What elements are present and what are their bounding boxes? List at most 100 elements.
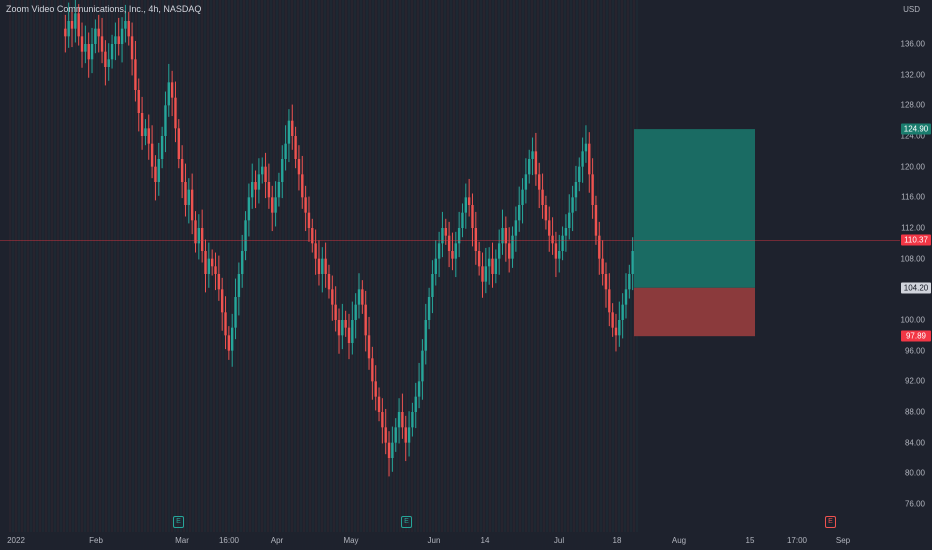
candle-body bbox=[484, 266, 488, 282]
earnings-icon[interactable]: E bbox=[401, 516, 412, 528]
candle-body bbox=[608, 289, 611, 313]
candle-body bbox=[461, 212, 464, 228]
candle-body bbox=[364, 304, 367, 336]
candle-body bbox=[80, 36, 84, 52]
candle-body bbox=[624, 289, 628, 305]
target-price-label: 124.90 bbox=[901, 123, 931, 135]
candle-body bbox=[117, 36, 120, 44]
candle-body bbox=[521, 189, 524, 205]
candle-body bbox=[304, 197, 307, 213]
candle-body bbox=[454, 243, 457, 259]
candle-body bbox=[147, 128, 150, 144]
price-tick: 120.00 bbox=[900, 162, 925, 172]
candle-body bbox=[334, 304, 337, 320]
candle-body bbox=[411, 412, 414, 428]
price-chart[interactable] bbox=[0, 0, 900, 532]
candle-body bbox=[230, 327, 234, 351]
candle-body bbox=[377, 396, 381, 412]
time-tick: 17:00 bbox=[786, 536, 808, 545]
candle-body bbox=[414, 396, 417, 412]
candle-body bbox=[294, 136, 297, 159]
candle-body bbox=[331, 289, 334, 305]
current-price-label: 110.37 bbox=[901, 234, 931, 246]
candle-body bbox=[284, 143, 287, 159]
candle-body bbox=[457, 228, 461, 244]
time-tick: 15 bbox=[745, 536, 755, 545]
candle-body bbox=[621, 304, 624, 320]
candle-body bbox=[197, 228, 201, 244]
time-tick: Mar bbox=[175, 536, 189, 545]
currency-label[interactable]: USD bbox=[903, 5, 920, 14]
candle-body bbox=[471, 205, 474, 228]
stop-zone[interactable] bbox=[634, 287, 755, 337]
candle-body bbox=[494, 258, 498, 274]
price-tick: 112.00 bbox=[901, 223, 925, 233]
candle-body bbox=[581, 151, 584, 167]
candle-body bbox=[474, 228, 478, 251]
time-axis[interactable]: 2022 Feb Mar 16:00 Apr May Jun 14 Jul 18 Aug 15 17:0… bbox=[0, 532, 900, 550]
candle-body bbox=[187, 189, 191, 205]
candle-body bbox=[214, 266, 217, 274]
candle-body bbox=[84, 44, 87, 52]
candle-body bbox=[477, 251, 481, 267]
candle-body bbox=[618, 320, 621, 336]
candle-body bbox=[417, 381, 421, 397]
candle-body bbox=[177, 128, 181, 159]
price-tick: 128.00 bbox=[900, 100, 925, 110]
candle-body bbox=[247, 197, 251, 221]
candle-body bbox=[337, 320, 341, 336]
time-tick: May bbox=[343, 536, 359, 545]
price-tick: 96.00 bbox=[904, 346, 925, 356]
candle-body bbox=[591, 174, 594, 205]
candle-body bbox=[437, 243, 441, 259]
price-axis[interactable]: USD 136.00 132.00 128.00 124.00 120.00 116.00… bbox=[900, 0, 932, 532]
candle-body bbox=[524, 174, 528, 190]
candle-body bbox=[611, 312, 614, 328]
candle-body bbox=[291, 120, 294, 136]
candle-body bbox=[137, 90, 140, 113]
candle-body bbox=[204, 251, 207, 274]
candle-body bbox=[324, 258, 327, 274]
candle-body bbox=[127, 21, 130, 37]
candle-body bbox=[501, 228, 504, 244]
candle-body bbox=[451, 251, 454, 259]
candle-body bbox=[267, 182, 271, 198]
candle-body bbox=[220, 289, 224, 313]
target-zone[interactable] bbox=[634, 129, 755, 288]
candle-body bbox=[210, 258, 214, 267]
candle-body bbox=[244, 220, 247, 251]
candle-body bbox=[384, 427, 387, 443]
candle-body bbox=[511, 235, 514, 259]
candle-body bbox=[257, 174, 261, 190]
candle-body bbox=[504, 228, 508, 244]
candle-body bbox=[588, 143, 591, 175]
candle-body bbox=[327, 274, 331, 290]
price-tick: 108.00 bbox=[900, 254, 925, 264]
earnings-icon[interactable]: E bbox=[173, 516, 184, 528]
candle-body bbox=[77, 13, 80, 37]
candle-body bbox=[281, 159, 284, 182]
time-tick: Feb bbox=[89, 536, 103, 545]
candle-body bbox=[564, 228, 568, 236]
candle-body bbox=[544, 205, 548, 221]
candle-body bbox=[487, 258, 491, 267]
symbol-title: Zoom Video Communications, Inc., 4h, NAS… bbox=[6, 4, 202, 14]
candle-body bbox=[107, 59, 110, 67]
candle-body bbox=[264, 166, 267, 182]
price-tick: 84.00 bbox=[904, 438, 925, 448]
candle-body bbox=[421, 350, 424, 382]
candle-body bbox=[554, 243, 558, 259]
candle-body bbox=[497, 243, 501, 259]
candle-body bbox=[301, 174, 304, 198]
time-tick: Apr bbox=[270, 536, 284, 545]
price-tick: 124.00 bbox=[900, 131, 925, 141]
candle-body bbox=[180, 159, 184, 182]
earnings-icon[interactable]: E bbox=[825, 516, 836, 528]
candlestick-series bbox=[64, 0, 638, 477]
candle-body bbox=[491, 258, 494, 274]
candle-body bbox=[561, 235, 564, 251]
candle-body bbox=[371, 358, 374, 382]
candle-body bbox=[64, 28, 67, 37]
price-tick: 76.00 bbox=[904, 499, 925, 509]
time-tick: Aug bbox=[671, 536, 687, 545]
